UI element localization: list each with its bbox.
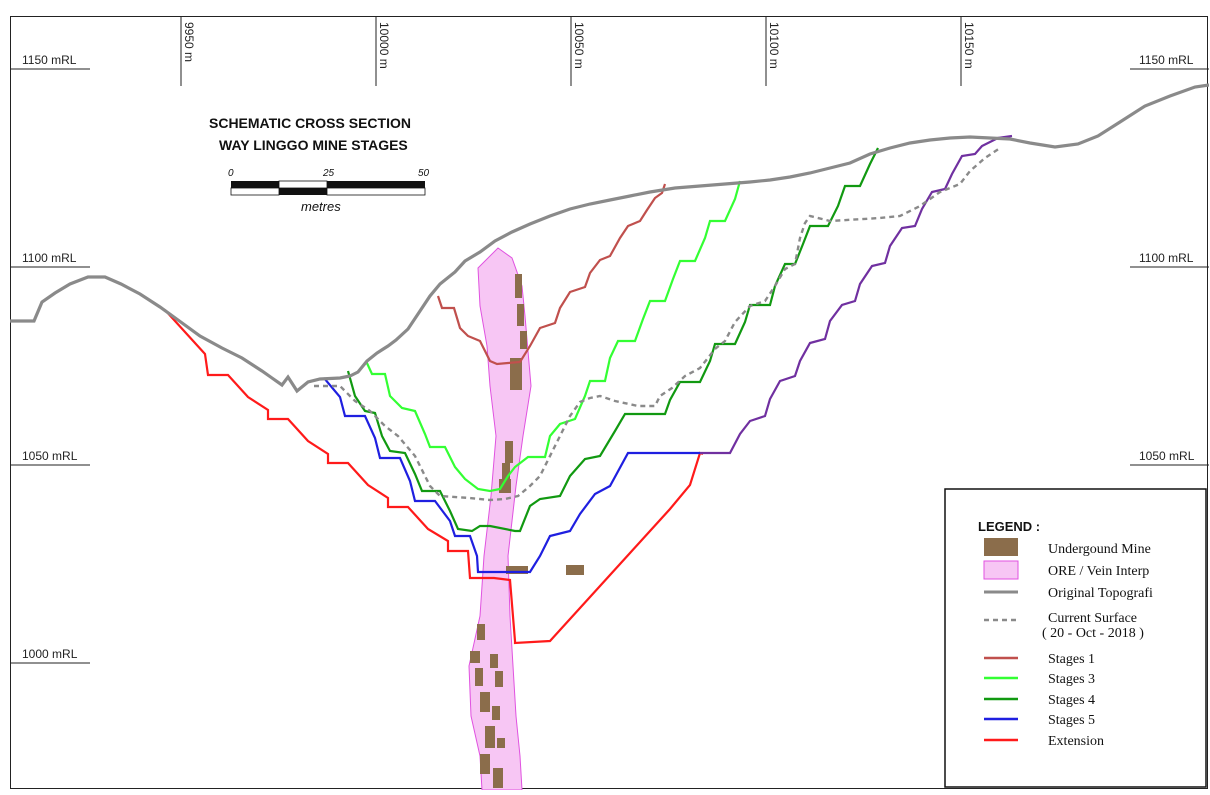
elevation-label-left: 1150 mRL [22,53,77,67]
extension-pit-line [164,309,704,645]
easting-label: 10100 m [767,22,781,69]
stage1-pit-line [436,183,667,366]
elevation-label-left: 1100 mRL [22,251,77,265]
underground-mine [470,274,584,788]
legend-label: Undergound Mine [1048,542,1151,557]
legend-title: LEGEND : [978,519,1040,534]
elevation-label-right: 1150 mRL [1139,53,1194,67]
elevation-label-right: 1100 mRL [1139,251,1194,265]
legend-label: Stages 4 [1048,693,1095,708]
easting-ticks [180,16,962,86]
scale-tick-label: 0 [228,168,234,179]
legend-label: Stages 3 [1048,672,1095,687]
legend-label: Current Surface [1048,611,1137,626]
elevation-label-left: 1050 mRL [22,449,78,463]
easting-label: 9950 m [182,22,196,62]
final-wall-line [700,134,1013,455]
stage3-pit-line [365,180,742,493]
easting-label: 10050 m [572,22,586,69]
section-title: SCHEMATIC CROSS SECTION [209,115,411,131]
easting-label: 10000 m [377,22,391,69]
elevation-label-left: 1000 mRL [22,647,78,661]
legend-label: Extension [1048,734,1104,749]
stage5-pit-line [323,377,700,574]
original-topography-line [10,83,1210,394]
scale-tick-label: 25 [322,168,335,179]
legend-label: Stages 1 [1048,652,1095,667]
legend-swatch-undergound-mine [984,538,1018,556]
legend: LEGEND : Undergound Mine ORE / Vein Inte… [944,488,1207,788]
legend-label: Stages 5 [1048,713,1095,728]
legend-label-date: ( 20 - Oct - 2018 ) [1042,626,1144,641]
easting-label: 10150 m [962,22,976,69]
scale-unit: metres [301,199,341,214]
legend-label: Original Topografi [1048,586,1153,601]
stage4-pit-line [346,147,879,533]
section-subtitle: WAY LINGGO MINE STAGES [219,137,408,153]
scale-tick-label: 50 [418,168,430,179]
elevation-label-right: 1050 mRL [1139,449,1195,463]
cross-section-diagram: 1150 mRL 1150 mRL 1100 mRL 1100 mRL 1050… [10,16,1210,791]
scale-bar: 0 25 50 metres [228,168,430,214]
current-surface-line [314,147,1001,502]
elevation-grid [10,68,1209,664]
legend-swatch-ore-vein [983,560,1019,580]
map-frame [10,16,1208,789]
legend-label: ORE / Vein Interp [1048,564,1149,579]
